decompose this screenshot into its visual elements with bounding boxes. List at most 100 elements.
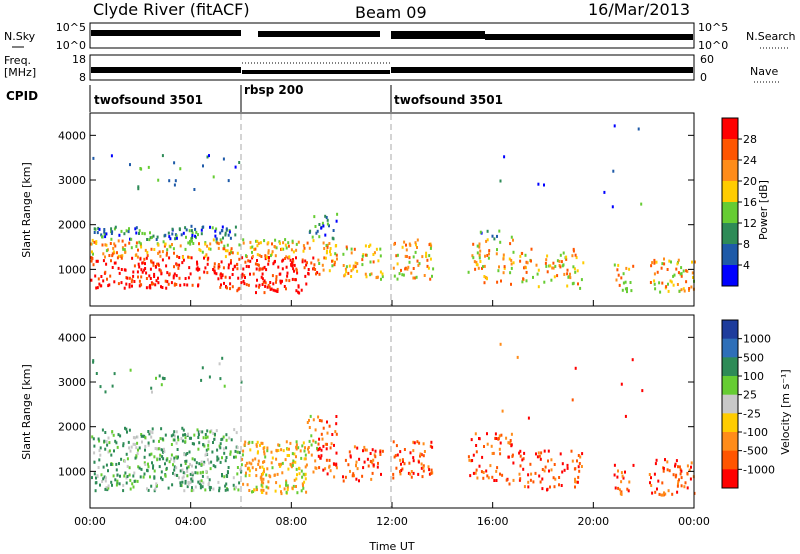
data-cell <box>244 440 247 444</box>
data-cell <box>105 243 108 247</box>
data-cell <box>412 255 415 259</box>
data-cell <box>428 472 431 476</box>
data-cell <box>314 268 317 271</box>
data-cell <box>200 378 203 382</box>
data-cell <box>417 263 420 267</box>
data-cell <box>138 446 141 450</box>
data-cell <box>483 281 486 285</box>
data-cell <box>664 458 666 462</box>
data-cell <box>266 467 269 471</box>
data-cell <box>177 476 180 480</box>
data-cell <box>478 245 481 249</box>
data-cell <box>107 486 110 490</box>
data-cell <box>128 466 131 470</box>
data-cell <box>140 283 143 287</box>
nsky-trace-segment <box>258 31 380 37</box>
data-cell <box>661 262 664 266</box>
data-cell <box>206 262 209 266</box>
data-cell <box>280 490 282 494</box>
data-cell <box>199 471 202 475</box>
data-cell <box>214 465 217 469</box>
data-cell <box>172 247 175 251</box>
data-cell <box>186 485 189 489</box>
data-cell <box>324 442 327 446</box>
data-cell <box>210 460 213 464</box>
data-cell <box>221 356 224 360</box>
data-cell <box>212 464 215 468</box>
data-cell <box>137 187 140 191</box>
data-cell <box>212 175 215 179</box>
data-cell <box>493 237 496 241</box>
data-cell <box>182 231 185 235</box>
data-cell <box>547 459 549 463</box>
data-cell <box>212 441 214 444</box>
data-cell <box>621 288 624 292</box>
data-cell <box>158 250 161 254</box>
data-cell <box>256 278 258 282</box>
data-cell <box>152 234 155 238</box>
data-cell <box>255 291 257 295</box>
data-cell <box>666 460 669 464</box>
data-cell <box>404 266 407 270</box>
data-cell <box>328 224 330 228</box>
data-cell <box>364 448 367 452</box>
data-cell <box>335 422 338 426</box>
data-cell <box>117 266 120 270</box>
data-cell <box>138 229 141 233</box>
data-cell <box>179 283 182 287</box>
data-cell <box>260 275 263 279</box>
data-cell <box>164 474 167 478</box>
data-cell <box>286 447 289 451</box>
data-cell <box>622 281 625 285</box>
data-cell <box>275 278 278 281</box>
data-cell <box>365 448 368 452</box>
x-tick-label: 16:00 <box>477 515 509 528</box>
data-cell <box>329 469 332 473</box>
x-tick-label: 00:00 <box>678 515 710 528</box>
data-cell <box>668 259 671 263</box>
data-cell <box>124 426 126 430</box>
data-cell <box>550 278 553 282</box>
data-cell <box>321 221 324 225</box>
data-cell <box>285 278 288 282</box>
data-cell <box>238 451 241 455</box>
data-cell <box>190 256 193 260</box>
data-cell <box>105 440 108 444</box>
y-tick-label: 2000 <box>58 219 86 232</box>
data-cell <box>154 487 157 491</box>
data-cell <box>303 457 306 461</box>
data-cell <box>208 375 211 379</box>
data-cell <box>616 268 619 272</box>
nsky-frame <box>89 22 695 49</box>
data-cell <box>401 273 404 277</box>
data-cell <box>113 280 116 284</box>
data-cell <box>171 227 174 231</box>
data-cell <box>188 436 191 440</box>
data-cell <box>225 446 228 450</box>
data-cell <box>129 449 132 453</box>
colorbar-swatch <box>722 181 738 203</box>
data-cell <box>472 256 475 260</box>
data-cell <box>225 482 228 486</box>
data-cell <box>144 267 147 270</box>
data-cell <box>483 275 486 278</box>
data-cell <box>363 445 366 449</box>
data-cell <box>92 252 94 256</box>
data-cell <box>556 274 559 278</box>
data-cell <box>650 264 653 268</box>
data-cell <box>420 453 423 457</box>
data-cell <box>297 240 300 244</box>
data-cell <box>229 452 232 456</box>
data-cell <box>243 274 246 278</box>
data-cell <box>285 255 288 259</box>
data-cell <box>399 450 402 454</box>
data-cell <box>181 480 184 484</box>
data-cell <box>90 278 93 282</box>
station-title: Clyde River (fitACF) <box>93 0 250 19</box>
data-cell <box>198 482 201 485</box>
data-cell <box>148 285 151 289</box>
data-cell <box>145 277 148 280</box>
data-cell <box>143 461 146 465</box>
data-cell <box>103 232 106 236</box>
data-cell <box>278 462 281 466</box>
